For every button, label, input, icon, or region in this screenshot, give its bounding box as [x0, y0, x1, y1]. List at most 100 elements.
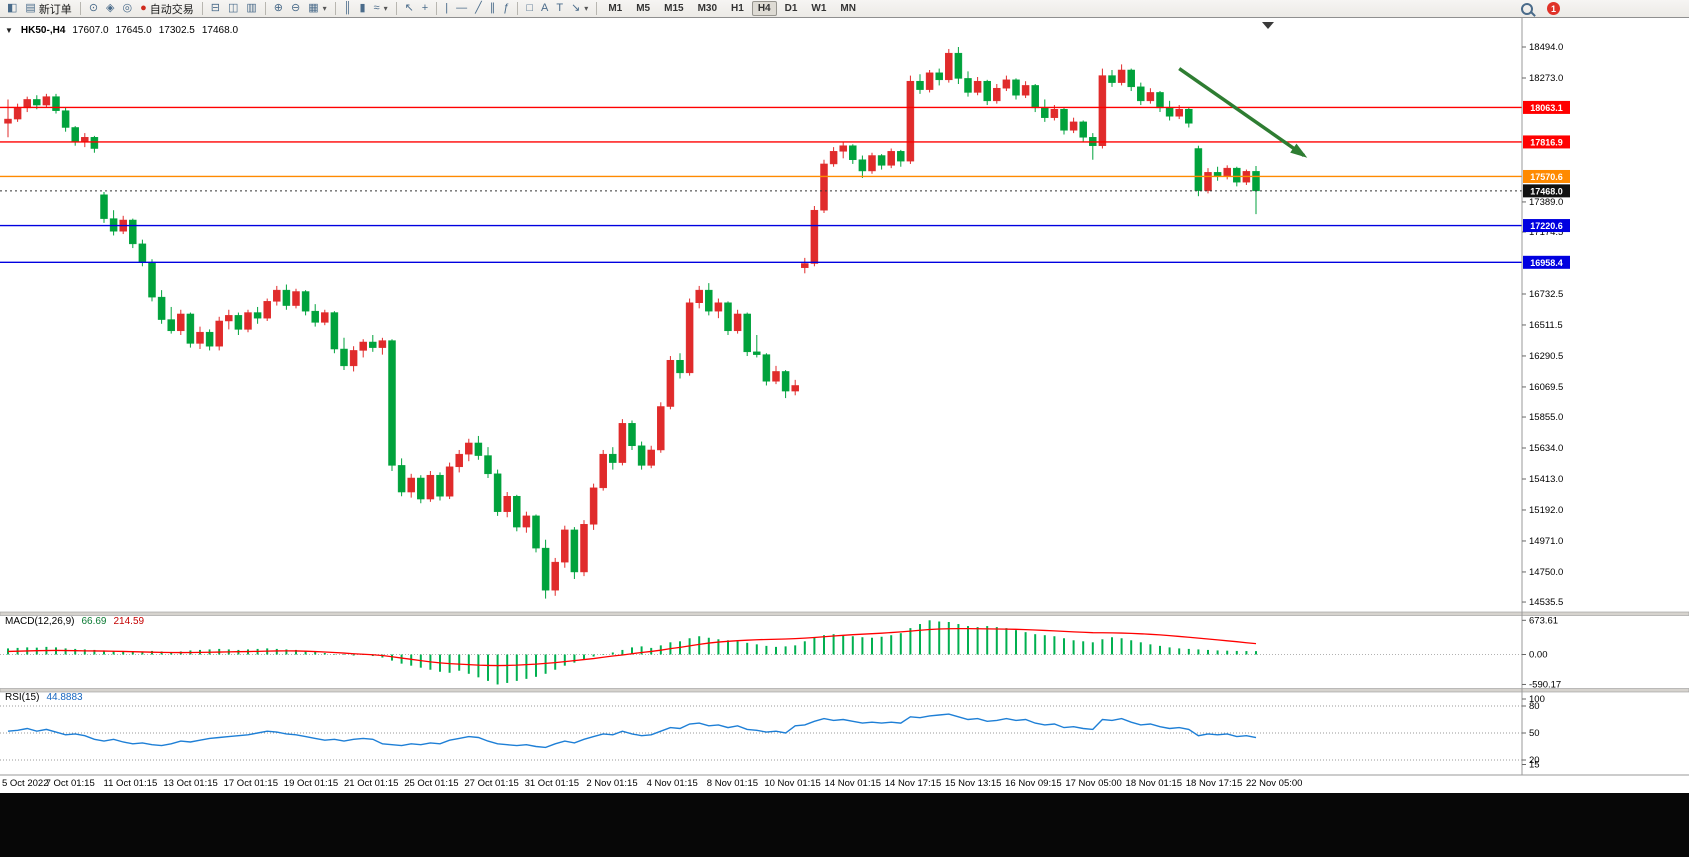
shapes-icon: □: [526, 2, 533, 14]
notification-badge[interactable]: 1: [1547, 2, 1560, 15]
new-order-button[interactable]: ▤ 新订单: [21, 1, 75, 17]
chart-shift-icon[interactable]: [1262, 22, 1274, 29]
svg-text:15192.0: 15192.0: [1529, 505, 1563, 516]
chart-canvas[interactable]: 18494.0 18273.0 17389.0 17174.5 16732.5 16511…: [0, 18, 1689, 793]
channel-button[interactable]: ∥: [486, 1, 500, 17]
toolbar-separator: [264, 2, 266, 15]
text-label-icon: T: [556, 2, 564, 14]
toolbar-separator: [517, 2, 519, 15]
scripts-icon: ◈: [106, 2, 115, 14]
line-chart-icon: ≈: [373, 2, 380, 14]
crosshair-button[interactable]: +: [418, 1, 432, 17]
tile-vertical-icon: ◫: [227, 2, 239, 14]
text-label-button[interactable]: T: [552, 1, 567, 17]
svg-text:15413.0: 15413.0: [1529, 474, 1563, 485]
timeframe-W1[interactable]: W1: [811, 3, 827, 14]
svg-text:17816.9: 17816.9: [1530, 137, 1563, 147]
oneclick-collapse-icon[interactable]: ▼: [5, 26, 13, 35]
arrow-tool-icon: ↘: [571, 2, 581, 14]
svg-text:-590.17: -590.17: [1529, 679, 1561, 690]
auto-trading-button[interactable]: ● 自动交易: [136, 1, 198, 17]
svg-text:17220.6: 17220.6: [1530, 221, 1563, 231]
arrows-button[interactable]: ↘ ▾: [567, 1, 592, 17]
toolbar-right-group: 1: [1517, 1, 1560, 17]
svg-text:16290.5: 16290.5: [1529, 351, 1563, 362]
svg-text:13 Oct 01:15: 13 Oct 01:15: [163, 778, 217, 789]
pane-splitter[interactable]: [0, 688, 1689, 693]
scripts-button[interactable]: ◈: [102, 1, 118, 17]
tile-vertical-button[interactable]: ◫: [224, 1, 242, 17]
channel-icon: ∥: [489, 2, 496, 14]
crosshair-icon: +: [421, 2, 429, 14]
horizontal-level-lines[interactable]: [0, 106, 1522, 264]
multi-chart-icon: ▦: [308, 2, 319, 14]
ohlc-close: 17468.0: [201, 25, 239, 36]
svg-text:15634.0: 15634.0: [1529, 443, 1563, 454]
candle-chart-button[interactable]: ▮: [355, 1, 369, 17]
chart-profiles-button[interactable]: ⊙: [85, 1, 102, 17]
line-chart-button[interactable]: ≈ ▾: [370, 1, 392, 17]
main-toolbar: ◧ ▤ 新订单 ⊙ ◈ ◎ ● 自动交易 ⊟ ◫ ▥ ⊕ ⊖ ▦ ▾ ║ ▮ ≈ ▾…: [0, 0, 1689, 18]
svg-text:14750.0: 14750.0: [1529, 567, 1563, 578]
shapes-button[interactable]: □: [522, 1, 537, 17]
timeframe-M15[interactable]: M15: [664, 3, 684, 14]
svg-text:80: 80: [1529, 701, 1540, 712]
svg-text:50: 50: [1529, 728, 1540, 739]
zoom-out-button[interactable]: ⊖: [287, 1, 304, 17]
tile-horizontal-button[interactable]: ⊟: [207, 1, 224, 17]
trend-arrow[interactable]: [1178, 67, 1308, 158]
timeframe-M30[interactable]: M30: [697, 3, 718, 14]
multi-chart-button[interactable]: ▦ ▾: [304, 1, 330, 17]
pane-splitter[interactable]: [0, 611, 1689, 616]
ohlc-high: 17645.0: [115, 25, 152, 36]
svg-text:17468.0: 17468.0: [1530, 186, 1563, 196]
bar-chart-button[interactable]: ║: [340, 1, 356, 17]
cascade-button[interactable]: ▥: [242, 1, 260, 17]
toolbar-separator: [201, 2, 203, 15]
chevron-down-icon: ▾: [322, 4, 327, 13]
toolbar-separator: [596, 2, 598, 15]
rsi-value: 44.8883: [46, 692, 83, 703]
text-button[interactable]: A: [537, 1, 552, 17]
alerts-icon: ◎: [122, 2, 133, 14]
bar-chart-icon: ║: [343, 2, 352, 14]
timeframe-D1[interactable]: D1: [784, 3, 798, 14]
svg-text:4 Nov 01:15: 4 Nov 01:15: [647, 778, 698, 789]
zoom-in-button[interactable]: ⊕: [270, 1, 287, 17]
rsi-label: RSI(15): [5, 692, 40, 703]
svg-text:18 Nov 01:15: 18 Nov 01:15: [1126, 778, 1183, 789]
price-axis[interactable]: 18494.0 18273.0 17389.0 17174.5 16732.5 16511…: [1521, 18, 1570, 775]
svg-text:10 Nov 01:15: 10 Nov 01:15: [764, 778, 821, 789]
horizontal-line-button[interactable]: —: [452, 1, 471, 17]
candle-chart-icon: ▮: [359, 2, 366, 14]
toolbar-separator: [395, 2, 397, 15]
compass-icon: ⊙: [88, 2, 99, 14]
timeframe-H4[interactable]: H4: [751, 1, 777, 16]
toolbar-separator: [334, 2, 336, 15]
toolbar-separator: [79, 2, 81, 15]
macd-label: MACD(12,26,9): [5, 616, 75, 627]
search-button[interactable]: [1517, 1, 1537, 17]
macd-main-value: 66.69: [81, 616, 107, 627]
chevron-down-icon: ▾: [383, 4, 388, 13]
new-chart-button[interactable]: ◧: [3, 1, 21, 17]
cursor-button[interactable]: ↖: [401, 1, 418, 17]
candles[interactable]: [4, 47, 1260, 599]
timeframe-M5[interactable]: M5: [636, 3, 651, 14]
trendline-button[interactable]: ╱: [471, 1, 486, 17]
svg-text:14535.5: 14535.5: [1529, 597, 1563, 608]
rsi-pane: [0, 705, 1522, 761]
timeframe-M1[interactable]: M1: [608, 3, 623, 14]
ohlc-low: 17302.5: [158, 25, 195, 36]
vertical-line-button[interactable]: |: [441, 1, 452, 17]
fibonacci-button[interactable]: ƒ: [499, 1, 513, 17]
svg-text:18273.0: 18273.0: [1529, 73, 1563, 84]
timeframe-H1[interactable]: H1: [731, 3, 744, 14]
svg-text:18063.1: 18063.1: [1530, 103, 1563, 113]
svg-text:19 Oct 01:15: 19 Oct 01:15: [284, 778, 338, 789]
timeframe-MN[interactable]: MN: [840, 3, 856, 14]
text-icon: A: [541, 2, 549, 14]
svg-text:11 Oct 01:15: 11 Oct 01:15: [104, 778, 158, 789]
alerts-button[interactable]: ◎: [119, 1, 137, 17]
